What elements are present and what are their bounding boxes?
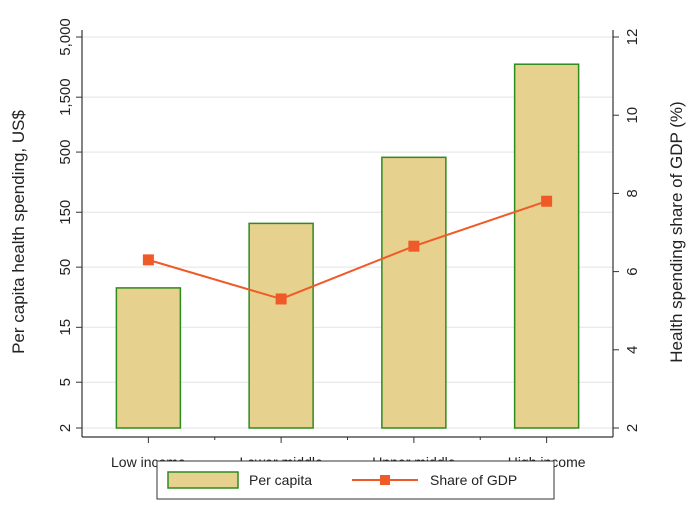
legend-swatch-share-marker xyxy=(380,475,390,485)
line-series xyxy=(142,195,553,305)
y2-axis-title: Health spending share of GDP (%) xyxy=(667,101,686,362)
bar-high-income xyxy=(513,63,580,429)
point-share-high-income xyxy=(541,195,553,207)
left-tick-label: 500 xyxy=(57,140,74,165)
legend-swatch-per-capita xyxy=(167,471,239,489)
right-tick-label: 2 xyxy=(624,424,641,432)
y-axis-title: Per capita health spending, US$ xyxy=(9,110,28,354)
left-tick-label: 50 xyxy=(57,259,74,276)
right-tick-label: 10 xyxy=(624,107,641,124)
right-tick-label: 8 xyxy=(624,189,641,197)
legend-label-share-of-gdp: Share of GDP xyxy=(430,472,517,488)
left-tick-label: 2 xyxy=(57,424,74,432)
legend: Per capita Share of GDP xyxy=(156,460,555,500)
right-tick-label: 12 xyxy=(624,29,641,46)
left-tick-label: 150 xyxy=(57,200,74,225)
point-share-lower-middle xyxy=(275,293,287,305)
left-axis-ticks: 2 5 15 50 150 500 1,500 5,000 xyxy=(57,18,82,432)
right-tick-label: 4 xyxy=(624,346,641,354)
left-tick-label: 15 xyxy=(57,319,74,336)
share-of-gdp-line xyxy=(148,200,547,301)
right-tick-label: 6 xyxy=(624,267,641,275)
bar-lower-middle xyxy=(248,222,314,429)
left-tick-label: 5,000 xyxy=(57,18,74,56)
bar-upper-middle xyxy=(381,156,447,429)
bar-low-income xyxy=(115,287,182,429)
left-tick-label: 1,500 xyxy=(57,78,74,116)
left-tick-label: 5 xyxy=(57,378,74,386)
legend-label-per-capita: Per capita xyxy=(249,472,312,488)
right-axis-ticks: 2 4 6 8 10 12 xyxy=(613,29,641,432)
bars xyxy=(115,63,580,429)
point-share-low-income xyxy=(142,254,154,266)
point-share-upper-middle xyxy=(408,240,420,252)
